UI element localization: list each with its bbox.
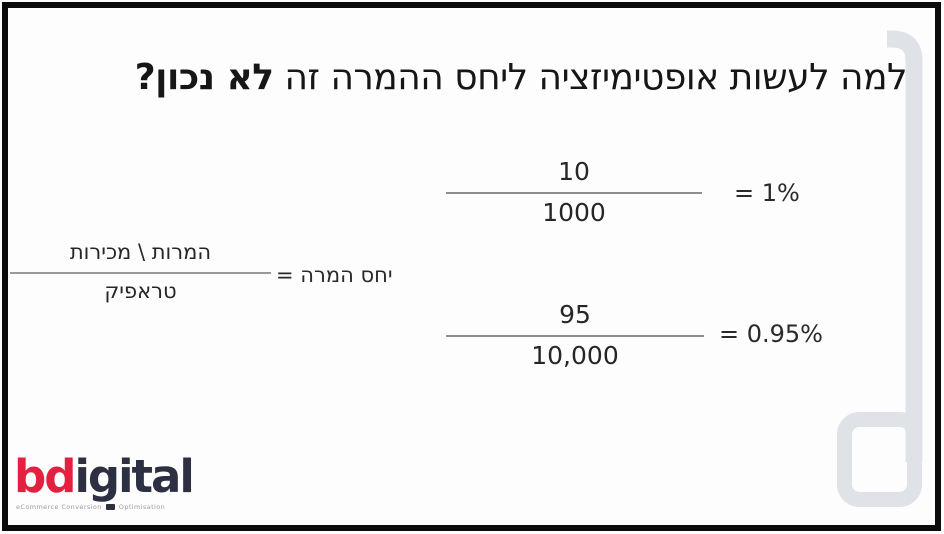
example-fraction-1: 10 1000 [446, 158, 702, 226]
example-2-denominator: 10,000 [531, 340, 619, 370]
example-2-numerator: 95 [559, 300, 591, 329]
decorative-d-shape [837, 30, 923, 507]
formula-label: יחס המרה = [276, 263, 393, 287]
logo-tagline: eCommerce Conversion Optimisation [16, 503, 193, 511]
example-2-fraction-bar [446, 334, 704, 337]
logo-tagline-right: Optimisation [118, 502, 166, 511]
bdigital-logo-wordmark: bdigital [14, 450, 195, 503]
example-1-denominator: 1000 [542, 197, 606, 227]
example-1-numerator: 10 [558, 157, 590, 186]
formula-numerator: המרות \ מכירות [69, 240, 212, 264]
logo-igital-letters: igital [74, 450, 194, 503]
formula-fraction-bar [10, 272, 271, 275]
example-fraction-2: 95 10,000 [446, 301, 704, 369]
slide-title-text: למה לעשות אופטימיזציה ליחס ההמרה זה [273, 57, 908, 98]
slide-title: למה לעשות אופטימיזציה ליחס ההמרה זה לא נ… [134, 57, 908, 98]
formula-denominator: טראפיק [104, 279, 177, 304]
example-2-result: = 0.95% [719, 320, 823, 348]
logo-tagline-left: eCommerce Conversion [16, 502, 102, 511]
conversion-rate-formula-fraction: המרות \ מכירות טראפיק [10, 240, 271, 304]
example-1-fraction-bar [446, 191, 702, 194]
slide-title-bold: לא נכון? [134, 57, 274, 98]
logo-bd-letters: bd [14, 450, 76, 503]
bdigital-logo: bdigital eCommerce Conversion Optimisati… [14, 450, 195, 511]
example-1-result: = 1% [734, 179, 800, 207]
logo-square-icon [105, 503, 115, 510]
